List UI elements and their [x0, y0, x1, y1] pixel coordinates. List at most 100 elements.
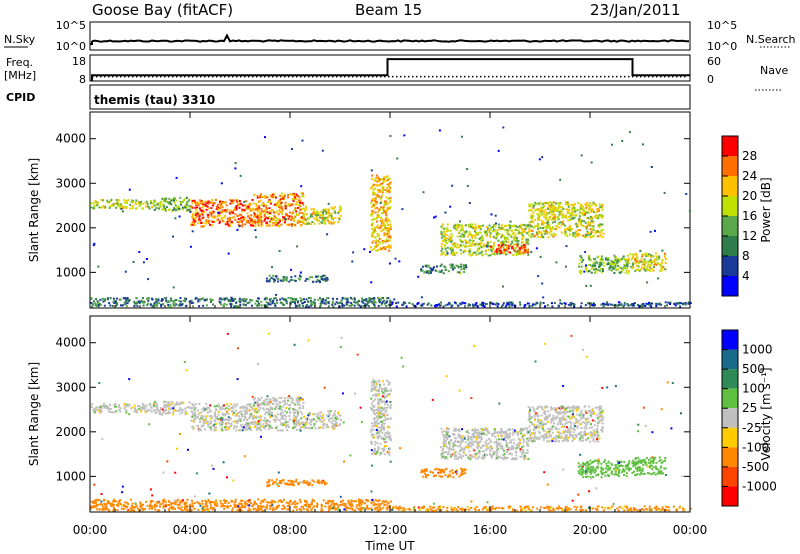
echo-cell [253, 420, 256, 423]
echo-cell [119, 407, 122, 410]
echo-cell [465, 240, 468, 243]
echo-cell [373, 383, 376, 386]
echo-cell [576, 209, 579, 211]
echo-cell [554, 220, 557, 223]
echo-cell [213, 215, 216, 218]
echo-cell [221, 429, 224, 432]
echo-cell [186, 406, 189, 409]
echo-cell [109, 297, 112, 300]
echo-cell [495, 231, 498, 234]
echo-cell [385, 444, 388, 447]
echo-cell [268, 420, 271, 423]
echo-cell [117, 199, 120, 202]
echo-cell [379, 452, 382, 455]
echo-cell [130, 200, 133, 203]
echo-cell [380, 420, 383, 423]
echo-cell [654, 229, 656, 232]
echo-cell [523, 304, 526, 307]
echo-cell [99, 303, 102, 306]
echo-cell [209, 422, 212, 425]
echo-cell [338, 305, 340, 308]
echo-cell [376, 407, 379, 410]
echo-cell [307, 300, 310, 303]
echo-cell [634, 262, 637, 265]
echo-cell [385, 208, 388, 211]
echo-cell [322, 413, 325, 416]
echo-cell [301, 212, 304, 215]
echo-cell [286, 399, 289, 402]
echo-cell [550, 202, 553, 204]
echo-cell [380, 390, 383, 392]
echo-cell [304, 222, 307, 225]
echo-cell [644, 305, 647, 307]
echo-cell [494, 431, 497, 434]
echo-cell [477, 231, 480, 234]
echo-cell [577, 202, 580, 205]
nave-label: Nave [760, 64, 788, 77]
echo-cell [635, 269, 638, 272]
echo-cell [275, 196, 277, 199]
echo-cell [501, 242, 504, 245]
echo-cell [578, 229, 581, 232]
echo-cell [384, 246, 387, 249]
echo-cell [147, 408, 150, 411]
echo-cell [442, 471, 445, 474]
echo-cell [489, 236, 492, 238]
echo-cell [382, 247, 385, 250]
echo-cell [299, 407, 302, 410]
echo-cell [360, 297, 363, 300]
echo-cell [600, 303, 603, 306]
echo-cell [387, 178, 389, 181]
echo-cell [285, 402, 288, 405]
echo-cell [469, 303, 471, 306]
echo-cell [481, 239, 484, 242]
echo-cell [386, 217, 389, 220]
echo-cell [316, 217, 319, 220]
echo-cell [557, 223, 560, 225]
echo-cell [436, 304, 439, 307]
echo-cell [480, 246, 483, 249]
echo-cell [223, 214, 226, 217]
echo-cell [296, 301, 299, 304]
echo-cell [554, 233, 557, 236]
echo-cell [271, 402, 274, 405]
echo-cell [274, 481, 277, 484]
echo-cell [279, 301, 282, 304]
echo-cell [543, 202, 545, 205]
echo-cell [381, 431, 384, 434]
echo-cell [292, 481, 295, 484]
echo-cell [153, 302, 156, 305]
echo-cell [213, 413, 216, 416]
echo-cell [514, 247, 517, 249]
echo-cell [241, 220, 243, 223]
echo-cell [382, 208, 385, 211]
echo-cell [383, 446, 386, 449]
echo-cell [258, 218, 261, 221]
echo-cell [170, 203, 173, 206]
echo-cell [320, 210, 323, 213]
echo-cell [537, 236, 540, 239]
echo-cell [201, 211, 203, 214]
freq-panel: Freq. [MHz] 18 8 60 0 Nave [4, 54, 788, 91]
echo-cell [540, 212, 543, 215]
echo-cell [229, 209, 232, 212]
echo-cell [227, 419, 230, 421]
echo-cell [310, 304, 313, 307]
echo-cell [536, 212, 539, 215]
echo-cell [131, 205, 134, 208]
echo-cell [160, 413, 163, 416]
echo-cell [309, 215, 312, 218]
echo-cell [679, 305, 682, 308]
echo-cell [381, 178, 384, 181]
echo-cell [375, 194, 378, 197]
echo-cell [305, 305, 308, 308]
echo-cell [288, 479, 291, 482]
echo-cell [385, 210, 388, 213]
echo-cell [238, 299, 241, 302]
echo-cell [375, 425, 378, 428]
echo-cell [219, 200, 221, 203]
echo-cell [192, 218, 195, 221]
echo-cell [288, 418, 291, 421]
echo-cell [251, 299, 254, 302]
echo-cell [312, 208, 315, 211]
